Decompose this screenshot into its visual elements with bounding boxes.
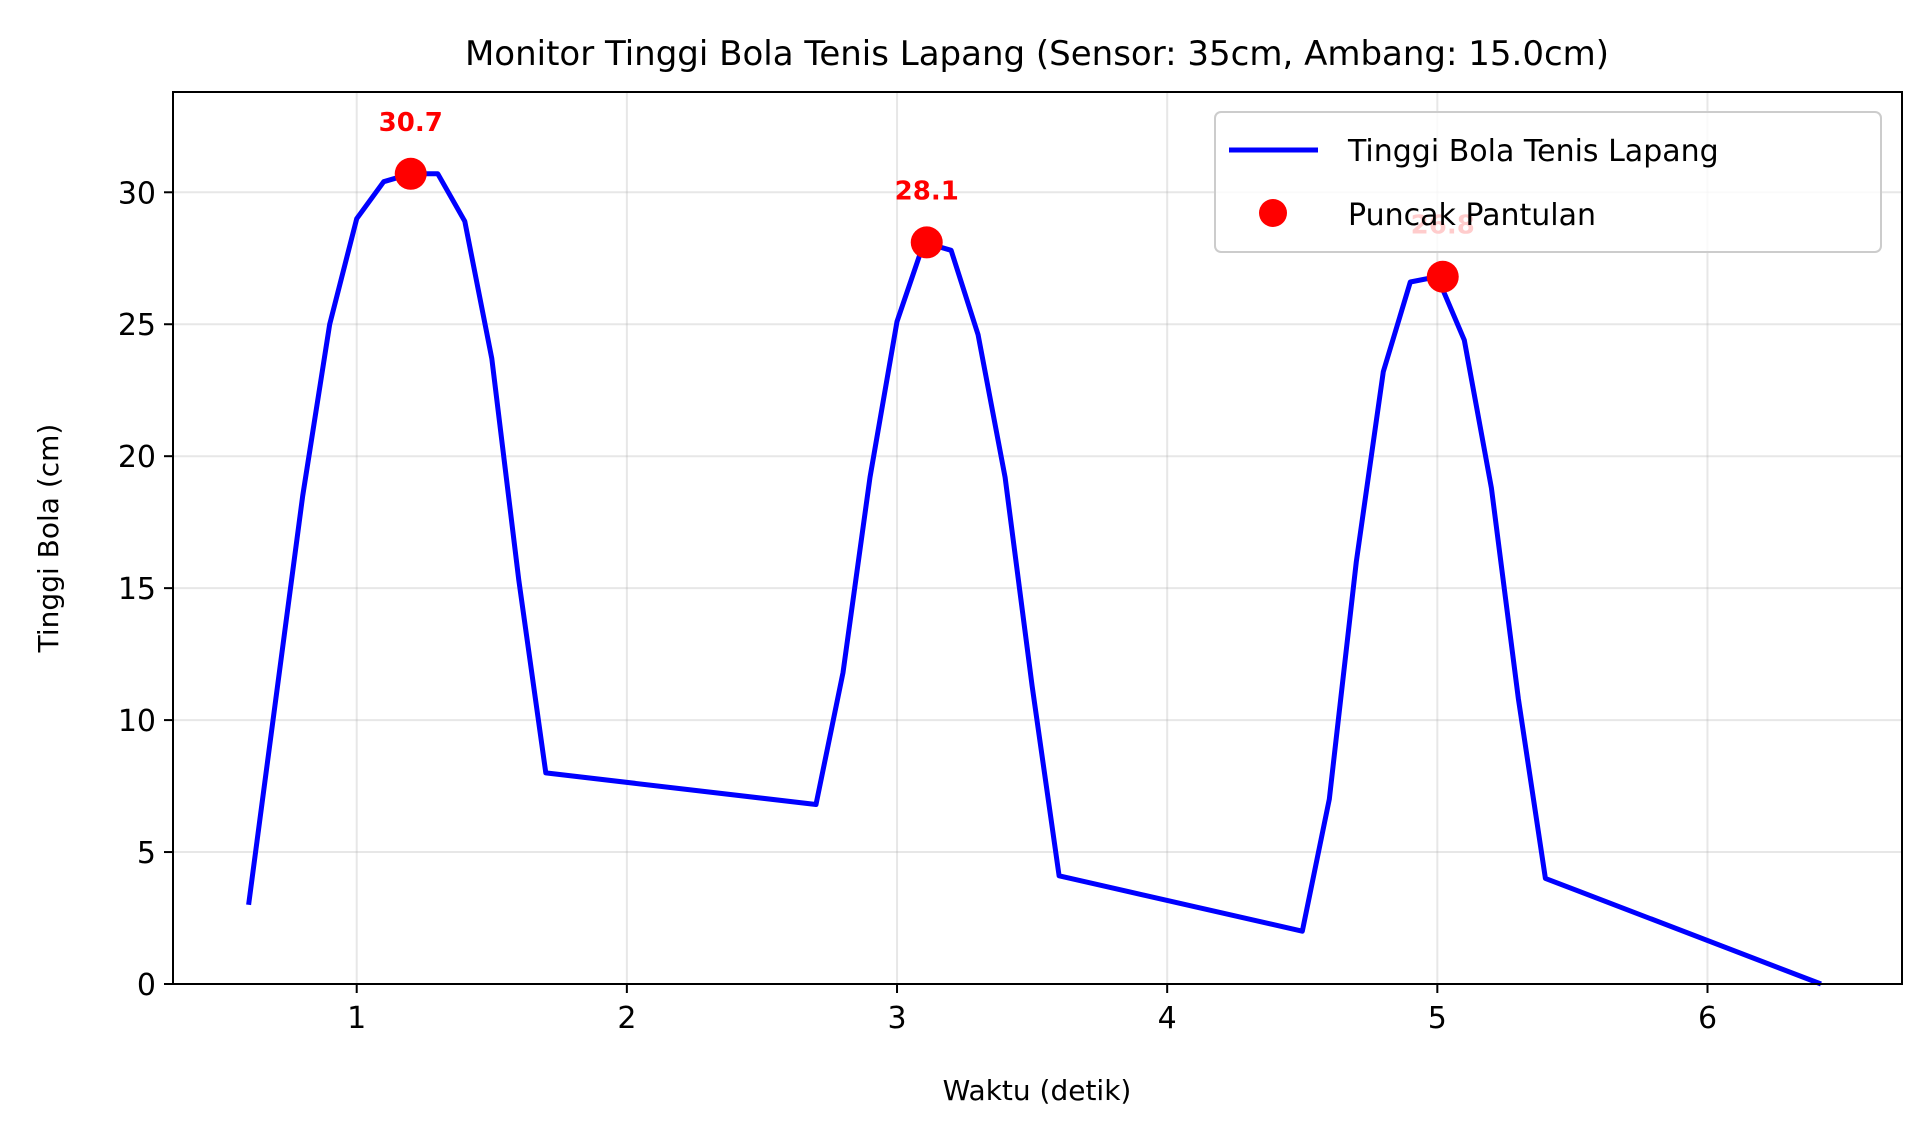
x-tick-label: 5 bbox=[1428, 1001, 1447, 1036]
legend-marker-swatch bbox=[1259, 199, 1287, 227]
y-tick-label: 20 bbox=[118, 440, 156, 475]
peak-marker bbox=[394, 157, 427, 190]
legend-label-line: Tinggi Bola Tenis Lapang bbox=[1347, 134, 1719, 169]
peak-marker bbox=[1426, 260, 1459, 293]
x-tick-label: 1 bbox=[347, 1001, 366, 1036]
legend-box bbox=[1214, 111, 1882, 253]
x-tick-label: 6 bbox=[1698, 1001, 1717, 1036]
axis-ticks: 1 2 3 4 5 6 0 5 10 15 20 25 30 bbox=[118, 176, 1717, 1036]
chart-title: Monitor Tinggi Bola Tenis Lapang (Sensor… bbox=[465, 34, 1609, 74]
x-axis-label: Waktu (detik) bbox=[943, 1074, 1132, 1107]
y-tick-label: 15 bbox=[118, 572, 156, 607]
y-tick-label: 30 bbox=[118, 176, 156, 211]
y-tick-label: 25 bbox=[118, 308, 156, 343]
legend-label-marker: Puncak Pantulan bbox=[1348, 198, 1596, 233]
x-tick-label: 4 bbox=[1158, 1001, 1177, 1036]
y-tick-label: 0 bbox=[137, 968, 156, 1003]
peak-marker bbox=[910, 226, 943, 259]
y-tick-label: 10 bbox=[118, 704, 156, 739]
legend: Tinggi Bola Tenis Lapang Puncak Pantulan bbox=[1214, 111, 1882, 253]
peak-value-label: 30.7 bbox=[379, 108, 443, 138]
y-tick-label: 5 bbox=[137, 836, 156, 871]
x-tick-label: 2 bbox=[617, 1001, 636, 1036]
plot-frame bbox=[172, 91, 1903, 985]
x-tick-label: 3 bbox=[887, 1001, 906, 1036]
y-axis-label: Tinggi Bola (cm) bbox=[32, 424, 65, 654]
peak-value-label: 28.1 bbox=[895, 176, 959, 206]
series-layer bbox=[246, 157, 1822, 987]
